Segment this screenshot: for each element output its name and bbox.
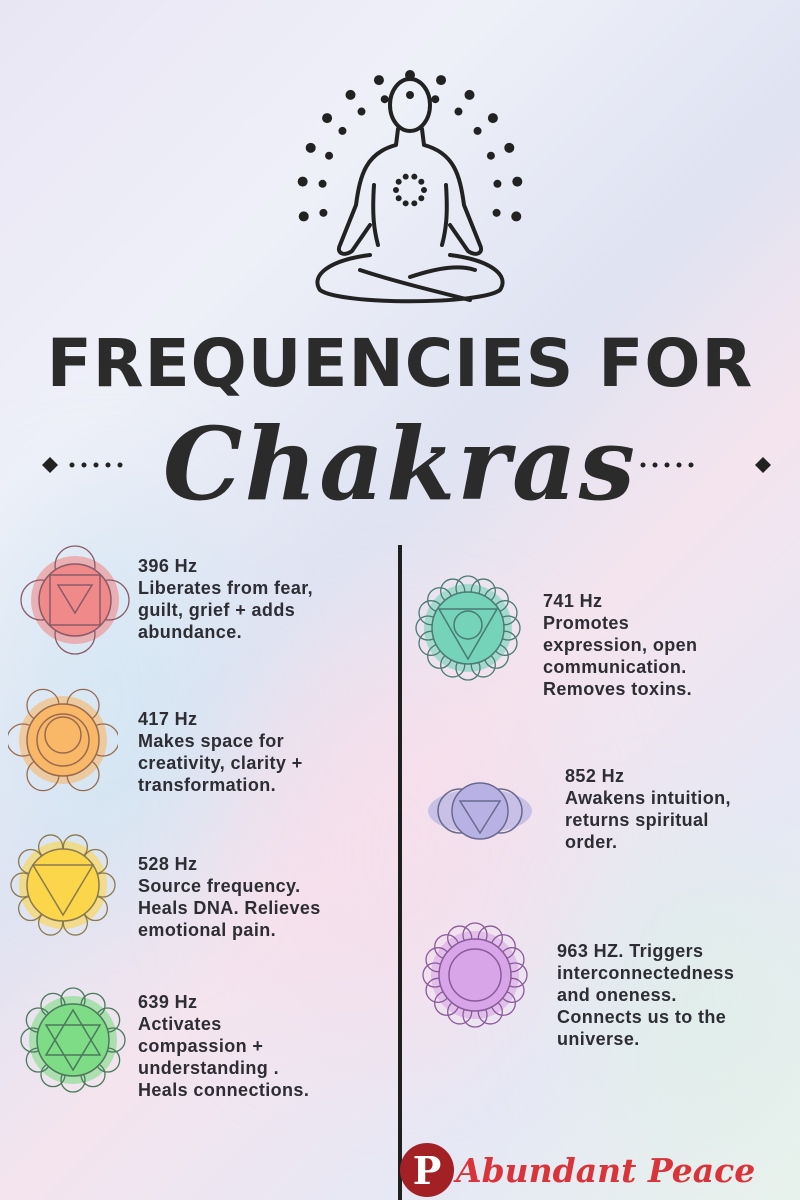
chakra-description-line: Removes toxins. [543,679,693,699]
chakra-description-line: expression, open [543,635,698,655]
chakra-description-line: Source frequency. [138,876,301,896]
chakra-description-line: Heals DNA. Relieves [138,898,321,918]
chakra-frequency: 528 Hz [138,854,198,874]
chakra-description-line: Makes space for [138,731,285,751]
chakra-description: 396 Hz Liberates from fear, guilt, grief +… [138,555,313,643]
chakra-description-line: order. [565,832,618,852]
chakra-description: 417 Hz Makes space for creativity, clarity… [138,708,303,796]
chakra-triangle-icon [10,834,116,936]
chakra-description-line: understanding . [138,1058,279,1078]
chakra-description-line: interconnectedness [557,963,735,983]
title-line2: Chakras [162,405,638,523]
chakra-description-line: abundance. [138,622,243,642]
chakra-description-line: universe. [557,1029,640,1049]
chakra-star-icon [20,987,126,1093]
chakra-description-line: guilt, grief + adds [138,600,296,620]
chakra-description-line: and oneness. [557,985,677,1005]
chakra-eye-icon [428,782,532,840]
chakra-frequency: 417 Hz [138,709,198,729]
watermark: P Abundant Peace [400,1143,755,1197]
chakra-description-line: Heals connections. [138,1080,310,1100]
background-blob [600,850,800,1150]
chakra-triangle-circle-icon [415,575,521,681]
chakra-description: 852 Hz Awakens intuition, returns spiritua… [565,765,731,853]
chakra-lotus-icon [422,922,528,1028]
divider-left [42,457,123,473]
chakra-description: 528 Hz Source frequency. Heals DNA. Reliev… [138,853,321,941]
chakra-description-line: compassion + [138,1036,264,1056]
chakra-square-triangle-icon [20,545,130,655]
chakra-description-line: Promotes [543,613,630,633]
chakra-description-line: transformation. [138,775,277,795]
chakra-description: 741 Hz Promotes expression, open communicat… [543,590,697,700]
chakra-description-line: Awakens intuition, [565,788,731,808]
diamond-icon [42,457,58,473]
chakra-description-line: emotional pain. [138,920,277,940]
meditation-figure-icon [297,70,523,304]
diamond-icon [755,457,771,473]
chakra-description-line: returns spiritual [565,810,709,830]
chakra-description-line: creativity, clarity + [138,753,303,773]
chakra-description-line: Activates [138,1014,222,1034]
chakra-description-line: communication. [543,657,687,677]
chakra-frequency: 741 Hz [543,591,603,611]
chakra-frequency: 963 HZ. Triggers [557,941,704,961]
vertical-divider [398,545,402,1200]
watermark-text: Abundant Peace [456,1150,756,1190]
background-blob [0,500,220,900]
chakra-circle-moon-icon [8,688,118,792]
divider-right [640,457,771,473]
chakra-description-line: Connects us to the [557,1007,727,1027]
chakra-description-line: Liberates from fear, [138,578,314,598]
title-line1: FREQUENCIES FOR [46,325,754,402]
chakra-frequency: 639 Hz [138,992,198,1012]
chakra-frequency: 396 Hz [138,556,198,576]
pinterest-icon: P [400,1143,454,1197]
chakra-frequency: 852 Hz [565,766,625,786]
chakra-description: 639 Hz Activates compassion + understanding… [138,991,309,1101]
chakra-description: 963 HZ. Triggers interconnectedness and on… [557,940,734,1050]
